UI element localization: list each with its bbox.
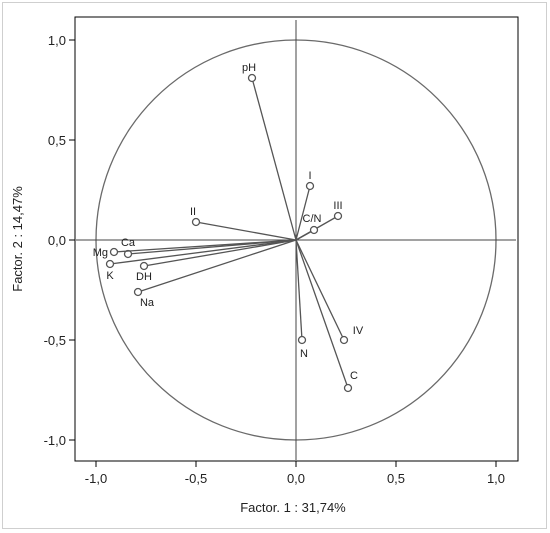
point-label-n: N	[300, 348, 308, 360]
x-tick-label: -0,5	[185, 471, 207, 486]
ticks-group: -1,0 -0,5 0,0 0,5 1,0 1,0 0,5 0,0 -0,5 -1,0	[44, 33, 505, 486]
y-tick-label: -0,5	[44, 333, 66, 348]
point-c	[343, 383, 353, 393]
x-tick-label: -1,0	[85, 471, 107, 486]
point-ii	[191, 217, 201, 227]
point-label-c-n: C/N	[303, 213, 322, 225]
vector-iv	[295, 239, 345, 341]
vector-i	[295, 185, 311, 241]
point-label-iii: III	[333, 200, 342, 212]
y-tick-label: -1,0	[44, 433, 66, 448]
point-dh	[139, 261, 149, 271]
point-label-c: C	[350, 370, 358, 382]
point-label-mg: Mg	[93, 247, 108, 259]
point-label-na: Na	[140, 297, 155, 309]
vector-k	[109, 239, 297, 265]
point-mg	[109, 247, 119, 257]
point-label-ph: pH	[242, 62, 256, 74]
vector-na	[137, 239, 297, 293]
vector-c	[295, 239, 349, 389]
vector-mg	[113, 239, 297, 253]
x-tick-label: 1,0	[487, 471, 505, 486]
point-label-k: K	[106, 270, 114, 282]
point-i	[305, 181, 315, 191]
x-tick-label: 0,5	[387, 471, 405, 486]
y-tick-label: 0,5	[48, 133, 66, 148]
point-iv	[339, 335, 349, 345]
point-label-ca: Ca	[121, 237, 136, 249]
x-axis-title: Factor. 1 : 31,74%	[240, 500, 346, 515]
point-k	[105, 259, 115, 269]
point-iii	[333, 211, 343, 221]
x-tick-label: 0,0	[287, 471, 305, 486]
vector-ii	[195, 221, 297, 241]
point-c-n	[309, 225, 319, 235]
point-n	[297, 335, 307, 345]
point-label-iv: IV	[353, 325, 364, 337]
y-axis-title: Factor. 2 : 14,47%	[10, 186, 25, 292]
point-label-ii: II	[190, 206, 196, 218]
point-label-dh: DH	[136, 271, 152, 283]
y-tick-label: 0,0	[48, 233, 66, 248]
point-label-i: I	[308, 170, 311, 182]
vector-dh	[143, 239, 297, 267]
point-ph	[247, 73, 257, 83]
vector-ph	[251, 77, 297, 241]
y-tick-label: 1,0	[48, 33, 66, 48]
point-na	[133, 287, 143, 297]
vector-n	[295, 239, 303, 341]
